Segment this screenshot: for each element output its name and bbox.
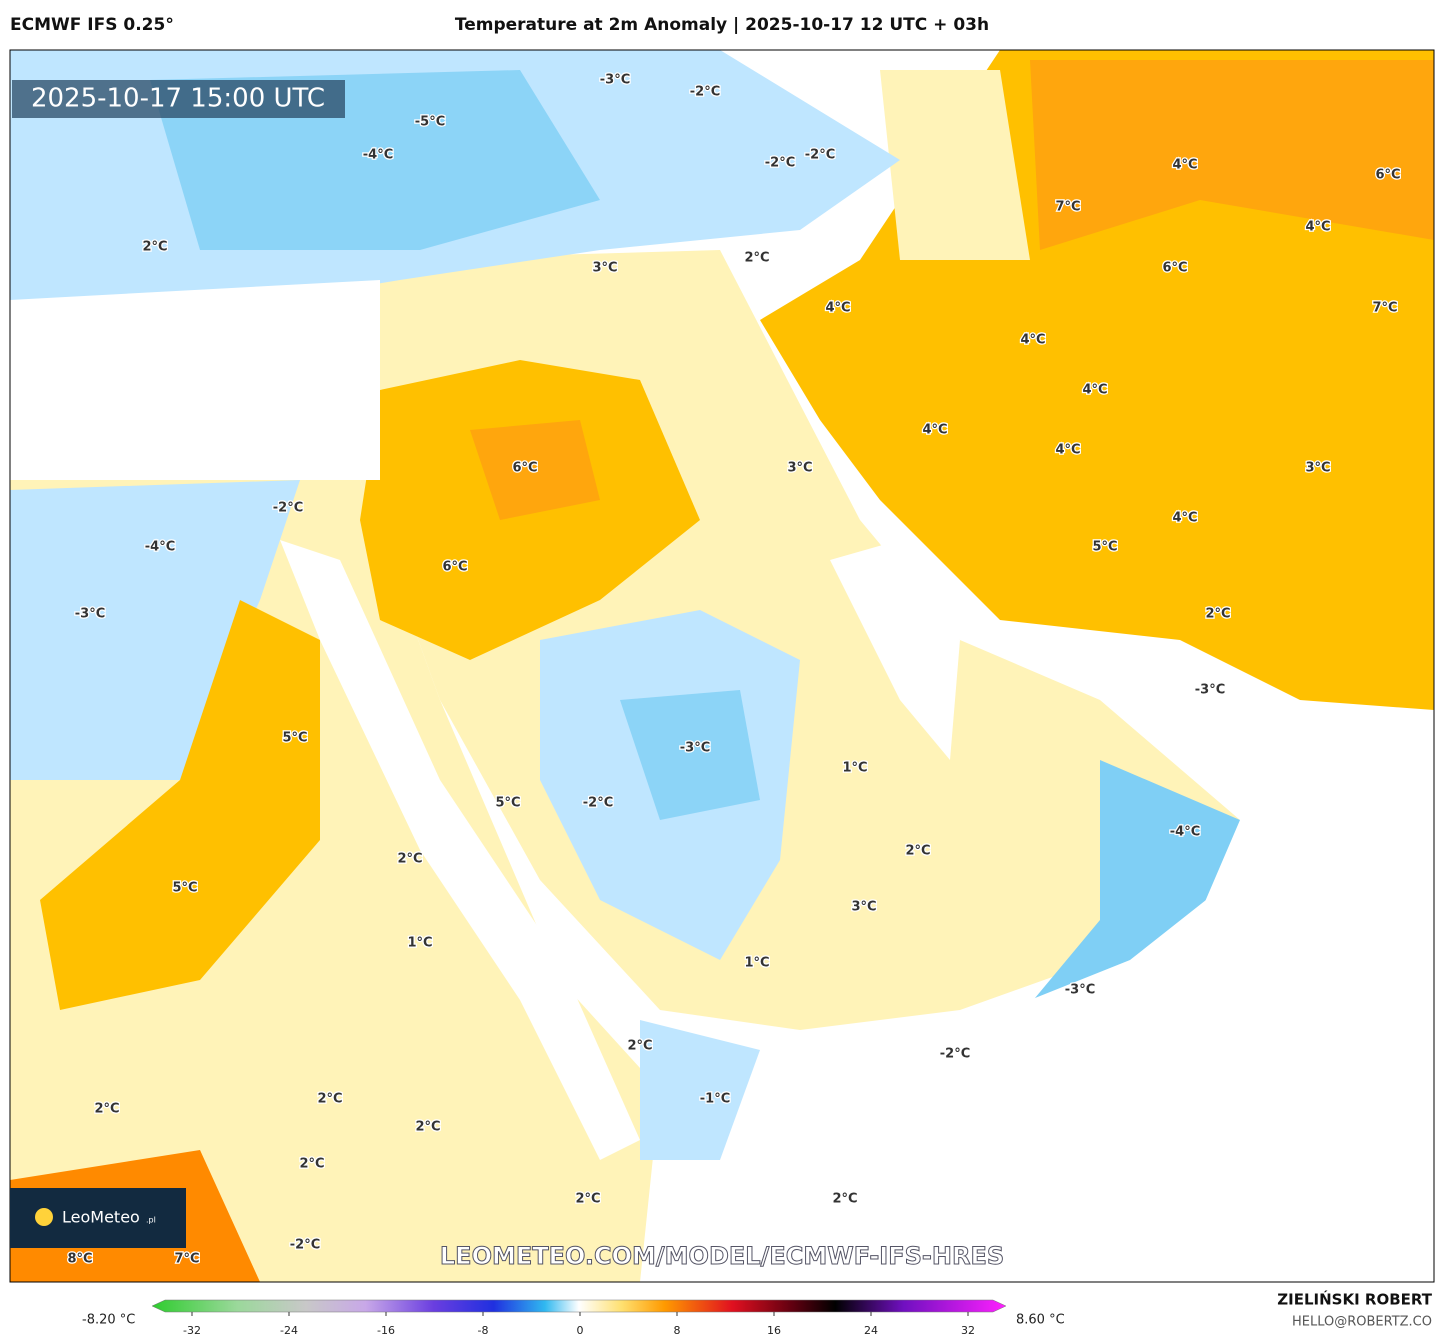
contour-label: 2°C (575, 1192, 600, 1207)
contour-label: 3°C (787, 461, 812, 476)
sea-gulf (830, 540, 960, 760)
contour-label: -3°C (75, 607, 105, 622)
colorbar-tick-label: -8 (478, 1324, 489, 1337)
logo-name: LeoMeteo (62, 1208, 140, 1227)
contour-label: 3°C (592, 261, 617, 276)
contour-label: -3°C (600, 73, 630, 88)
cool-yemen (640, 1020, 760, 1160)
contour-label: 6°C (1162, 261, 1187, 276)
logo-suffix: .pl (146, 1216, 156, 1225)
contour-label: 4°C (825, 301, 850, 316)
colorbar-tick-label: 16 (767, 1324, 781, 1337)
chart-title: Temperature at 2m Anomaly | 2025-10-17 1… (455, 15, 989, 35)
colorbar (151, 1299, 1007, 1313)
sea-arabian (900, 720, 1434, 1282)
contour-label: 2°C (142, 240, 167, 255)
contour-label: 4°C (1172, 511, 1197, 526)
contour-label: 2°C (397, 852, 422, 867)
contour-label: 4°C (922, 423, 947, 438)
contour-label: -4°C (145, 540, 175, 555)
cool-egypt (10, 480, 300, 780)
warm-syria-core (470, 420, 600, 520)
contour-label: 5°C (172, 881, 197, 896)
contour-label: -2°C (690, 85, 720, 100)
contour-label: 4°C (1020, 333, 1045, 348)
contour-label: 1°C (744, 956, 769, 971)
logo-sun (35, 1208, 53, 1226)
contour-label: -2°C (290, 1238, 320, 1253)
cool-arabia-core (620, 690, 760, 820)
contour-label: -2°C (583, 796, 613, 811)
colorbar-tick-label: 24 (864, 1324, 878, 1337)
colorbar-tick-label: -16 (377, 1324, 395, 1337)
contour-label: -4°C (1170, 825, 1200, 840)
sea-med (10, 280, 380, 480)
contour-label: -5°C (415, 115, 445, 130)
contour-label: 7°C (1372, 301, 1397, 316)
colorbar-min: -8.20 °C (82, 1313, 135, 1328)
contour-label: 2°C (299, 1157, 324, 1172)
contour-label: 5°C (495, 796, 520, 811)
contour-label: 1°C (842, 761, 867, 776)
contour-label: -2°C (765, 156, 795, 171)
contour-label: -2°C (940, 1047, 970, 1062)
contour-label: 3°C (851, 900, 876, 915)
contour-label: 4°C (1172, 158, 1197, 173)
contour-label: -4°C (363, 148, 393, 163)
contour-label: 2°C (415, 1120, 440, 1135)
cool-oman (1000, 760, 1240, 1040)
contour-label: -2°C (805, 148, 835, 163)
contour-label: 2°C (744, 251, 769, 266)
contour-label: 4°C (1055, 443, 1080, 458)
contour-label: 4°C (1305, 220, 1330, 235)
contour-label: 2°C (317, 1092, 342, 1107)
colorbar-ticks: -32 -24 -16 -8 0 8 16 24 32 (183, 1312, 975, 1337)
colorbar-tick-label: 8 (674, 1324, 681, 1337)
contour-label: 2°C (627, 1039, 652, 1054)
map-frame (9, 49, 1435, 1283)
contour-label: 1°C (407, 936, 432, 951)
contour-label: -3°C (1065, 983, 1095, 998)
colorbar-tick-label: 0 (577, 1324, 584, 1337)
colorbar-tick-label: -32 (183, 1324, 201, 1337)
watermark: LEOMETEO.COM/MODEL/ECMWF-IFS-HRES (440, 1242, 1004, 1270)
contour-label: 7°C (1055, 200, 1080, 215)
author: ZIELIŃSKI ROBERT (1277, 1290, 1432, 1309)
contour-label: 3°C (1305, 461, 1330, 476)
contour-label: 7°C (174, 1252, 199, 1267)
contour-label: 2°C (905, 844, 930, 859)
contact: HELLO@ROBERTZ.CO (1292, 1315, 1432, 1330)
contour-label: 6°C (442, 560, 467, 575)
time-box (12, 80, 345, 118)
map-field (10, 50, 1434, 1282)
contour-label: -2°C (273, 501, 303, 516)
contour-label: 5°C (1092, 540, 1117, 555)
valid-time: 2025-10-17 15:00 UTC (31, 84, 325, 114)
colorbar-tick-label: 32 (961, 1324, 975, 1337)
sea-red (280, 540, 640, 1160)
contour-label: 6°C (512, 461, 537, 476)
map-labels: -3°C -2°C -5°C -4°C -2°C -2°C 2°C 3°C 2°C 4°C 4°C 6… (66, 71, 1402, 1268)
land-caspian (880, 70, 1030, 260)
contour-label: 5°C (282, 731, 307, 746)
warm-sudan (40, 600, 320, 1010)
colorbar-tick-label: -24 (280, 1324, 298, 1337)
contour-label: 2°C (94, 1102, 119, 1117)
contour-label: -3°C (1195, 683, 1225, 698)
colorbar-max: 8.60 °C (1016, 1313, 1065, 1328)
contour-label: 2°C (1205, 607, 1230, 622)
warm-core (1030, 60, 1434, 250)
model-name: ECMWF IFS 0.25° (10, 15, 174, 35)
contour-label: 6°C (1375, 168, 1400, 183)
contour-label: 2°C (832, 1192, 857, 1207)
contour-label: 8°C (67, 1252, 92, 1267)
contour-label: -3°C (680, 741, 710, 756)
contour-label: -1°C (700, 1092, 730, 1107)
contour-label: 4°C (1082, 383, 1107, 398)
